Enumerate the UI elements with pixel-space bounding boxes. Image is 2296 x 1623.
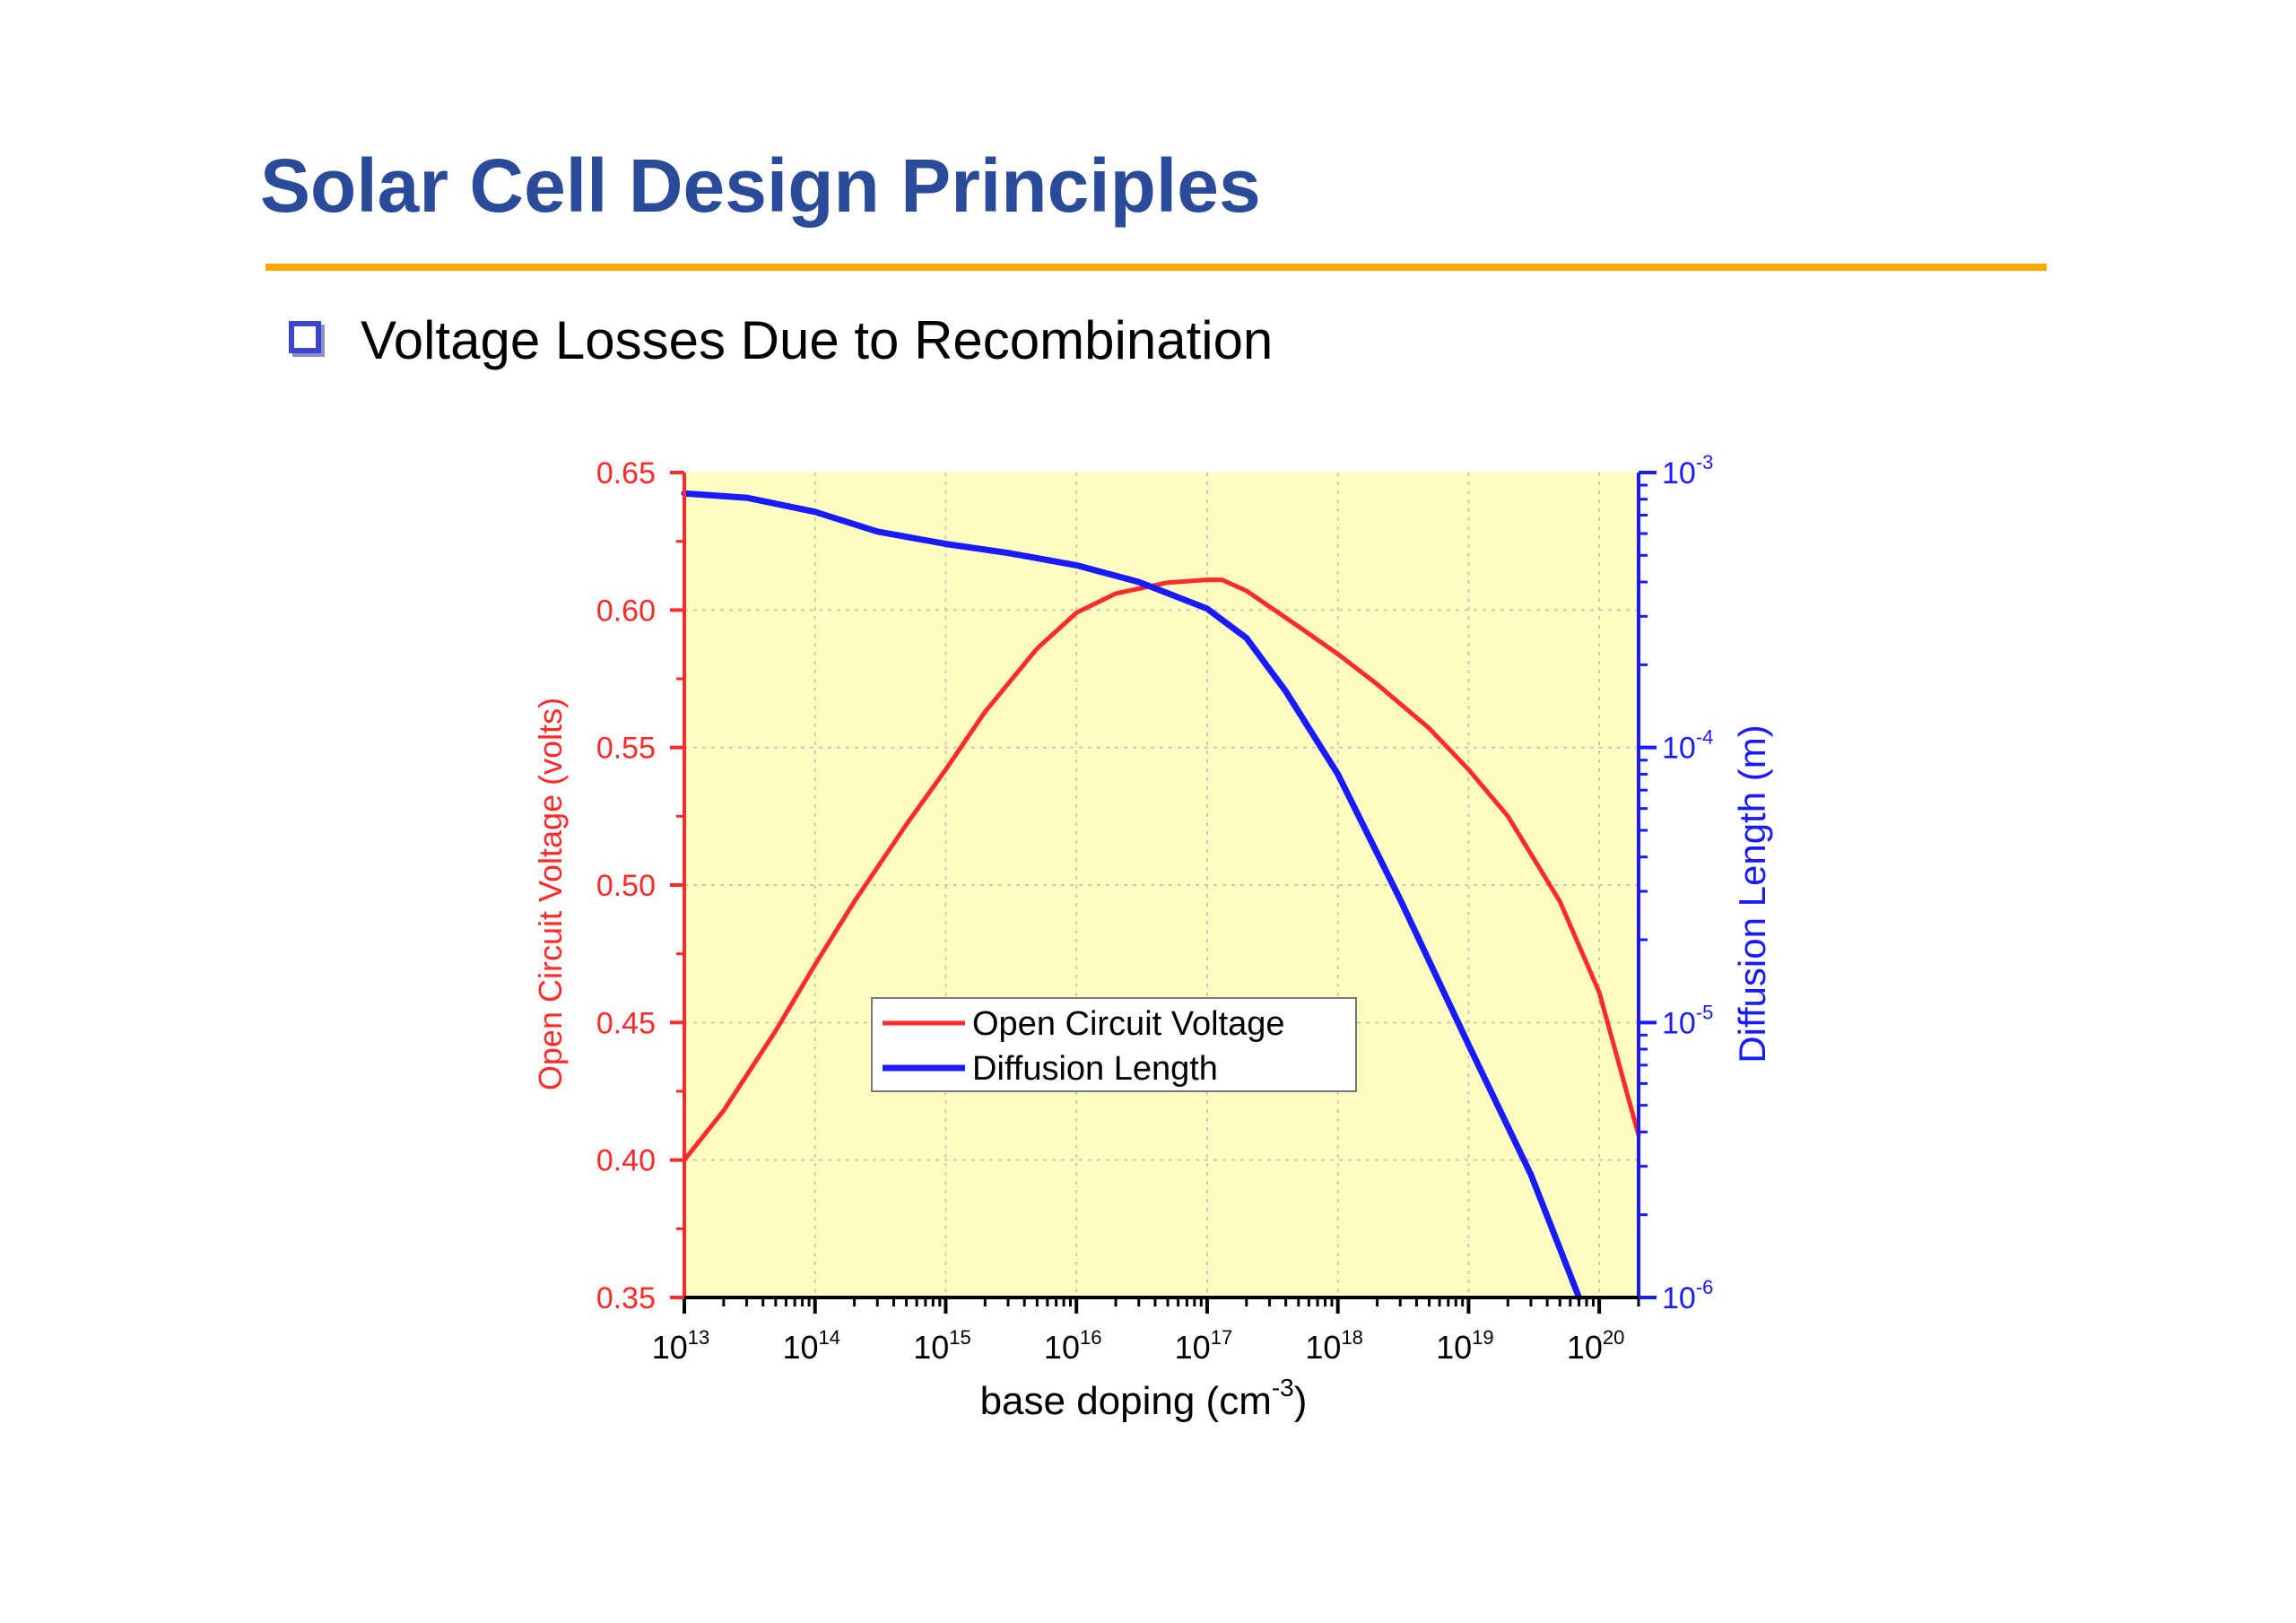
y-left-tick-label: 0.45 [596,1006,656,1040]
y-left-tick-label: 0.60 [596,594,656,628]
x-tick-label: 1018 [1305,1326,1363,1366]
bullet-text: Voltage Losses Due to Recombination [361,310,1274,370]
chart-legend: Open Circuit Voltage Diffusion Length [871,997,1357,1092]
y-left-tick-label: 0.65 [596,456,656,490]
legend-label: Diffusion Length [972,1050,1218,1088]
x-tick-label: 1016 [1044,1326,1102,1366]
y-left-tick-label: 0.40 [596,1144,656,1178]
x-tick-label: 1019 [1436,1326,1494,1366]
axes [670,471,1657,1314]
axis-labels: 1013 1014 1015 1016 1017 1018 1019 1020 base dop… [532,451,1773,1423]
y-left-tick-label: 0.35 [596,1281,656,1315]
legend-box [871,997,1357,1092]
y-right-tick-label: 10-6 [1662,1276,1713,1315]
y-right-axis-label: Diffusion Length (m) [1731,725,1773,1063]
y-left-tick-label: 0.55 [596,732,656,766]
slide-title: Solar Cell Design Principles [260,143,1261,228]
x-axis-label: base doping (cm-3) [980,1374,1308,1423]
series-lines [681,490,1641,1301]
y-right-tick-label: 10-4 [1662,726,1713,766]
y-left-tick-label: 0.50 [596,869,656,903]
x-tick-label: 1014 [782,1326,840,1366]
x-tick-label: 1020 [1567,1326,1625,1366]
x-tick-label: 1015 [913,1326,971,1366]
y-left-axis-label: Open Circuit Voltage (volts) [532,698,569,1090]
hollow-square-bullet-icon [289,321,321,353]
series-line-diffusion [681,490,1583,1301]
x-tick-label: 1017 [1175,1326,1233,1366]
y-right-tick-label: 10-5 [1662,1001,1713,1040]
legend-label: Open Circuit Voltage [972,1005,1285,1043]
x-tick-label: 1013 [652,1326,710,1366]
y-right-tick-label: 10-3 [1662,451,1713,490]
series-line-voc [682,577,1641,1163]
title-rule [265,264,2047,271]
